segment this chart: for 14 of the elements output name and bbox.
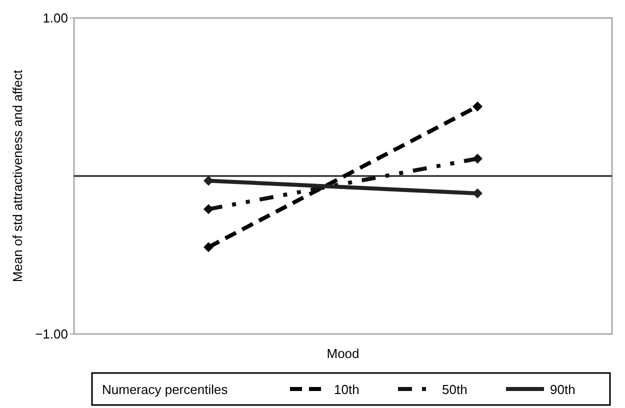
x-axis-title: Mood	[326, 346, 360, 361]
y-tick-label: −1.00	[35, 326, 68, 342]
point	[472, 101, 482, 112]
point	[204, 204, 214, 214]
point	[472, 188, 482, 198]
legend-title: Numeracy percentiles	[102, 382, 228, 397]
y-tick-label: 1.00	[42, 10, 68, 26]
point	[204, 242, 214, 252]
point	[204, 176, 214, 186]
y-axis-title: Mean of std attractiveness and affect	[10, 70, 25, 282]
legend-label: 50th	[442, 382, 468, 397]
legend-label: 90th	[550, 382, 576, 397]
point	[472, 154, 482, 164]
legend-label: 10th	[334, 382, 360, 397]
